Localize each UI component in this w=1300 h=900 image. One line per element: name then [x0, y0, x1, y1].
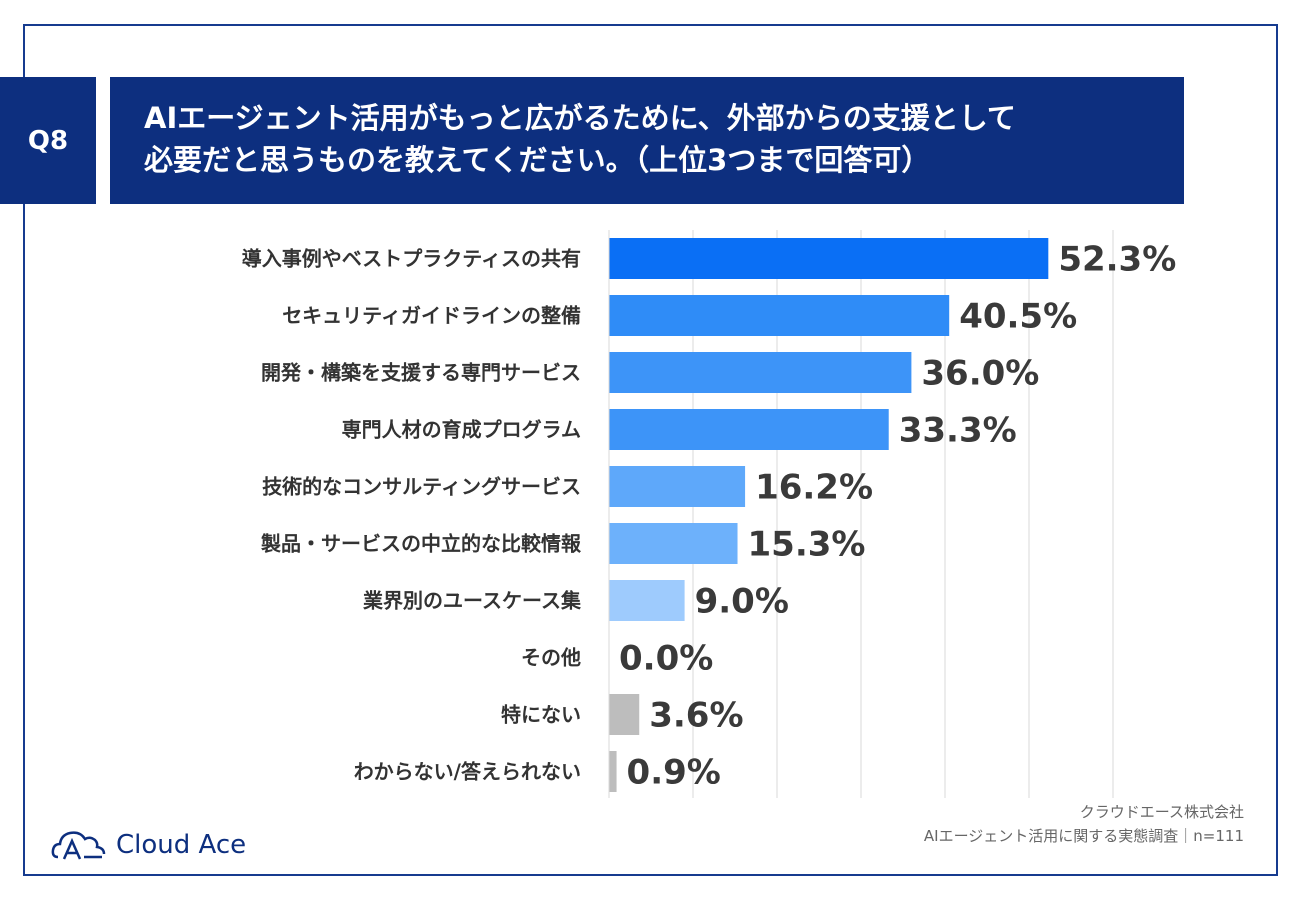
credit-survey: AIエージェント活用に関する実態調査｜n=111: [923, 827, 1244, 845]
bar: [609, 295, 950, 336]
logo-text: Cloud Ace: [116, 830, 247, 860]
value-label: 15.3%: [748, 525, 866, 565]
bar: [609, 409, 889, 450]
value-label: 16.2%: [755, 468, 873, 508]
value-label: 0.0%: [619, 639, 713, 679]
title-line-2: 必要だと思うものを教えてください。（上位3つまで回答可）: [144, 143, 931, 177]
question-label: Q8: [0, 77, 96, 204]
value-label: 40.5%: [959, 297, 1077, 337]
value-label: 36.0%: [921, 354, 1039, 394]
category-label: その他: [521, 646, 581, 670]
category-label: 専門人材の育成プログラム: [342, 418, 581, 442]
value-label: 52.3%: [1058, 240, 1176, 280]
bar: [609, 238, 1049, 279]
bar: [609, 466, 746, 507]
category-label: 業界別のユースケース集: [363, 589, 582, 613]
bar-chart: 導入事例やベストプラクティスの共有 52.3% セキュリティガイドラインの整備 40.…: [242, 230, 1176, 798]
category-label: 開発・構築を支援する専門サービス: [261, 361, 581, 385]
category-label: わからない/答えられない: [354, 760, 581, 784]
value-label: 33.3%: [899, 411, 1017, 451]
bar: [609, 352, 912, 393]
category-label: 製品・サービスの中立的な比較情報: [261, 532, 582, 556]
category-label: 特にない: [501, 703, 581, 727]
figure-frame: [23, 24, 1278, 876]
category-label: 導入事例やベストプラクティスの共有: [242, 247, 581, 271]
cloud-a-icon: [51, 831, 106, 860]
credit: クラウドエース株式会社 AIエージェント活用に関する実態調査｜n=111: [924, 800, 1244, 848]
bar: [609, 751, 617, 792]
bar: [609, 523, 738, 564]
bar: [609, 580, 685, 621]
bar: [609, 694, 640, 735]
value-label: 3.6%: [649, 696, 743, 736]
category-label: セキュリティガイドラインの整備: [282, 304, 581, 328]
logo: Cloud Ace: [50, 825, 246, 865]
value-label: 0.9%: [627, 753, 721, 793]
category-label: 技術的なコンサルティングサービス: [262, 475, 581, 499]
chart-title: AIエージェント活用がもっと広がるために、外部からの支援として 必要だと思うもの…: [110, 77, 1184, 204]
credit-company: クラウドエース株式会社: [1079, 803, 1244, 821]
title-line-1: AIエージェント活用がもっと広がるために、外部からの支援として: [144, 101, 1016, 135]
value-label: 9.0%: [695, 582, 789, 622]
